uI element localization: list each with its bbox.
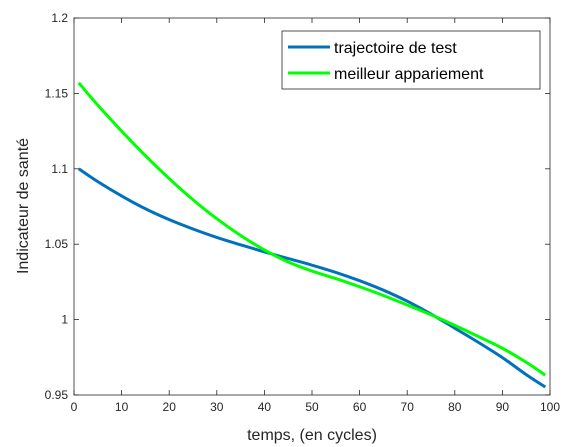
legend-label-test-trajectory: trajectoire de test	[334, 40, 457, 57]
x-tick-label: 90	[496, 400, 510, 414]
y-tick-label: 1.2	[51, 11, 68, 25]
x-tick-label: 70	[401, 400, 415, 414]
x-tick-label: 0	[71, 400, 78, 414]
x-tick-label: 100	[540, 400, 560, 414]
x-tick-label: 50	[305, 400, 319, 414]
x-tick-label: 10	[115, 400, 129, 414]
y-tick-label: 1.15	[45, 86, 69, 100]
x-tick-label: 80	[448, 400, 462, 414]
x-tick-label: 30	[210, 400, 224, 414]
series-line-test-trajectory	[77, 167, 547, 389]
x-tick-label: 40	[258, 400, 272, 414]
y-tick-label: 0.95	[45, 388, 69, 402]
y-tick-label: 1.1	[51, 162, 68, 176]
series-layer	[77, 81, 547, 389]
y-tick-label: 1.05	[45, 237, 69, 251]
legend: trajectoire de test meilleur appariement	[281, 30, 541, 90]
legend-box	[281, 30, 541, 90]
y-axis-label: Indicateur de santé	[15, 138, 32, 274]
y-tick-label: 1	[61, 313, 68, 327]
x-tick-label: 20	[163, 400, 177, 414]
tick-layer: 0 10 20 30 40 50 60 70 80 90 100 0.95 1 1.05 1.1 1.15 1.…	[45, 11, 561, 414]
legend-label-best-match: meilleur appariement	[334, 66, 484, 83]
x-axis-label: temps, (en cycles)	[247, 427, 377, 444]
series-line-best-match	[77, 81, 547, 377]
x-tick-label: 60	[353, 400, 367, 414]
